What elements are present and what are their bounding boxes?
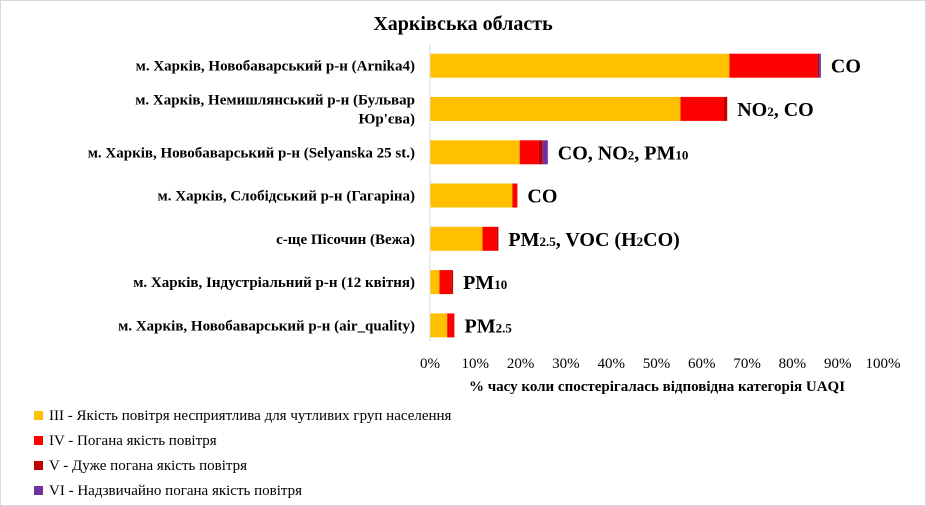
category-label-1-line0: м. Харків, Немишлянський р-н (Бульвар: [135, 92, 415, 108]
bar-segment-s1-c0: [729, 53, 818, 78]
bar-segment-s2-c0: [817, 53, 820, 78]
bar-segment-s1-c2: [519, 140, 539, 165]
x-tick-9: 90%: [824, 356, 852, 372]
category-label-0: м. Харків, Новобаварський р-н (Arnika4): [136, 59, 415, 75]
annotation-4: PM2.5, VOC (H2CO): [508, 229, 679, 251]
annotation-2: CO, NO2, PM10: [558, 142, 689, 164]
legend-label-3: VI - Надзвичайно погана якість повітря: [49, 483, 302, 499]
bar-segment-s0-c0: [430, 53, 730, 78]
x-tick-4: 40%: [597, 356, 625, 372]
x-axis-label: % часу коли спостерігалась відповідна ка…: [469, 379, 845, 395]
bars-group: [430, 53, 821, 338]
legend: III - Якість повітря несприятлива для чу…: [34, 408, 452, 499]
bar-segment-s1-c1: [680, 96, 724, 121]
x-tick-10: 100%: [866, 356, 901, 372]
annotation-5: PM10: [463, 272, 507, 294]
legend-swatch-2: [34, 461, 43, 470]
annotation-6: PM2.5: [465, 315, 513, 337]
bar-segment-s2-c2: [538, 140, 543, 165]
bar-segment-s1-c4: [482, 226, 497, 251]
legend-swatch-1: [34, 436, 43, 445]
x-tick-6: 60%: [688, 356, 716, 372]
legend-label-1: IV - Погана якість повітря: [49, 433, 217, 449]
x-tick-5: 50%: [643, 356, 671, 372]
x-tick-0: 0%: [420, 356, 440, 372]
bar-segment-s0-c6: [430, 313, 448, 338]
category-label-4: с-ще Пісочин (Вежа): [276, 232, 415, 248]
bar-segment-s3-c0: [819, 53, 821, 78]
legend-label-0: III - Якість повітря несприятлива для чу…: [49, 408, 452, 424]
category-labels: м. Харків, Новобаварський р-н (Arnika4) м…: [88, 59, 415, 335]
bar-segment-s1-c3: [512, 183, 518, 208]
legend-label-2: V - Дуже погана якість повітря: [49, 458, 247, 474]
bar-segment-s2-c5: [451, 270, 454, 295]
bar-segment-s1-c5: [439, 270, 452, 295]
bar-segment-s0-c4: [430, 226, 483, 251]
x-tick-1: 10%: [462, 356, 490, 372]
bar-segment-s0-c5: [430, 270, 440, 295]
annotation-3: CO: [527, 186, 557, 208]
legend-swatch-3: [34, 486, 43, 495]
x-tick-2: 20%: [507, 356, 535, 372]
category-label-1-line1: Юр'єва): [359, 111, 415, 127]
bar-segment-s0-c3: [430, 183, 513, 208]
x-tick-8: 80%: [779, 356, 807, 372]
annotation-0: CO: [831, 56, 861, 78]
category-label-3: м. Харків, Слобідський р-н (Гагаріна): [158, 189, 415, 205]
bar-segment-s2-c4: [496, 226, 499, 251]
category-label-5: м. Харків, Індустріальний р-н (12 квітня…: [133, 275, 415, 291]
annotation-1: NO2, CO: [737, 99, 814, 121]
x-tick-7: 70%: [733, 356, 761, 372]
category-label-6: м. Харків, Новобаварський р-н (air_quali…: [118, 318, 415, 334]
bar-segment-s3-c2: [542, 140, 548, 165]
bar-segment-s1-c6: [447, 313, 455, 338]
bar-segment-s0-c1: [430, 96, 681, 121]
chart-title: Харківська область: [373, 13, 553, 35]
x-tick-labels: 0% 10% 20% 30% 40% 50% 60% 70% 80% 90% 100%: [420, 356, 901, 372]
legend-swatch-0: [34, 411, 43, 420]
category-label-2: м. Харків, Новобаварський р-н (Selyanska…: [88, 145, 415, 161]
bar-segment-s2-c1: [724, 96, 728, 121]
bar-segment-s0-c2: [430, 140, 520, 165]
x-tick-3: 30%: [552, 356, 580, 372]
